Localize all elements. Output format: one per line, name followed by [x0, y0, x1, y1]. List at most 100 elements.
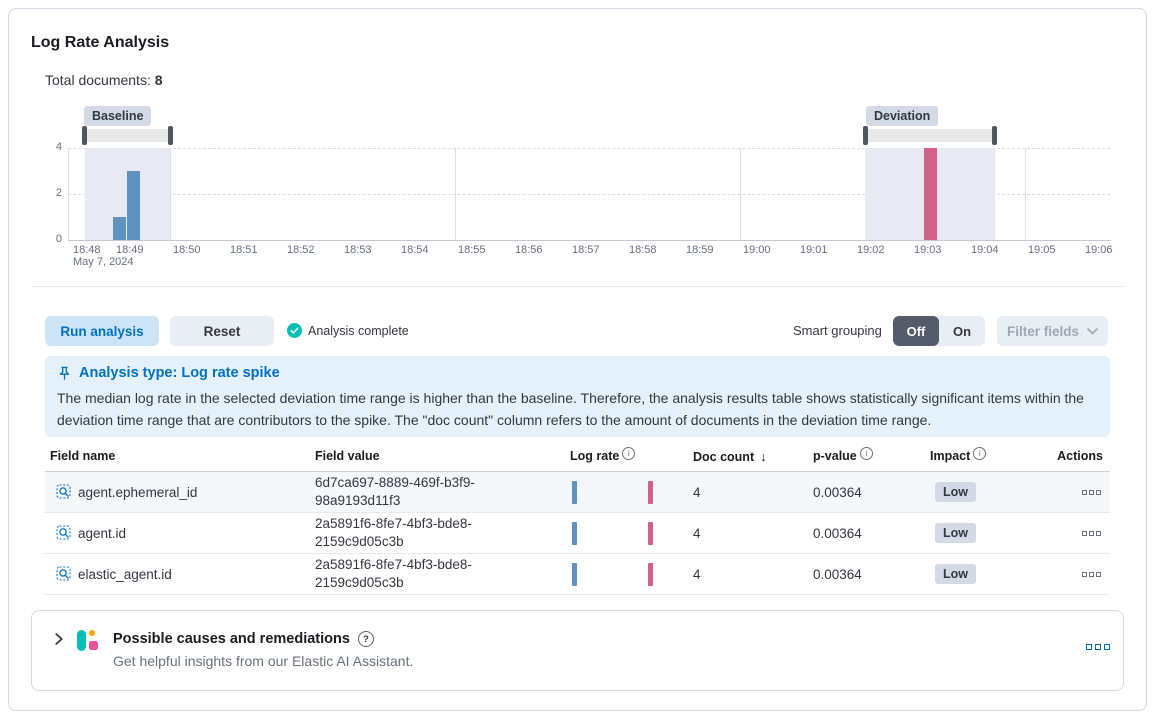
- deviation-brush-handle-right[interactable]: [992, 126, 998, 145]
- x-axis-tick: 19:02: [857, 244, 885, 256]
- gridline-x: [1025, 148, 1026, 240]
- deviation-badge: Deviation: [866, 106, 939, 126]
- x-axis-tick: 18:57: [572, 244, 600, 256]
- baseline-brush-handle-left[interactable]: [82, 126, 87, 145]
- smart-grouping-toggle: Off On: [893, 316, 985, 346]
- y-axis-tick: 4: [55, 141, 62, 153]
- search-field-icon[interactable]: [56, 566, 72, 582]
- info-icon[interactable]: i: [859, 447, 873, 460]
- gridline-x: [455, 148, 456, 240]
- doc-count-cell: 4: [693, 485, 701, 500]
- analysis-type-title: Analysis type: Log rate spike: [79, 365, 280, 381]
- boxes-horizontal-icon[interactable]: [1086, 644, 1110, 650]
- doc-count-cell: 4: [693, 526, 701, 541]
- x-axis-tick: 18:48: [73, 244, 101, 256]
- field-value-cell: 2a5891f6-8fe7-4bf3-bde8-2159c9d05c3b: [315, 516, 472, 549]
- total-documents-label: Total documents:: [45, 72, 151, 88]
- column-header-impact[interactable]: Impact i: [930, 447, 987, 464]
- smart-grouping-on-button[interactable]: On: [952, 323, 972, 339]
- smart-grouping-off-button[interactable]: Off: [893, 316, 939, 346]
- x-axis-tick: 18:59: [686, 244, 714, 256]
- x-axis-tick: 19:03: [914, 244, 942, 256]
- pin-icon: [57, 366, 72, 386]
- results-table-body: agent.ephemeral_id 6d7ca697-8889-469f-b3f…: [45, 472, 1110, 595]
- possible-causes-title: Possible causes and remediations ?: [113, 631, 374, 647]
- x-axis-tick: 19:01: [800, 244, 828, 256]
- filter-fields-button[interactable]: Filter fields: [997, 316, 1108, 346]
- baseline-bar: [127, 171, 140, 240]
- row-actions-button[interactable]: [1082, 490, 1101, 495]
- x-axis-tick: 18:53: [344, 244, 372, 256]
- gridline-y4: [68, 148, 1110, 149]
- ai-assistant-icon: [77, 630, 98, 651]
- field-value-cell: 2a5891f6-8fe7-4bf3-bde8-2159c9d05c3b: [315, 557, 472, 590]
- total-documents: Total documents: 8: [45, 72, 163, 88]
- reset-button[interactable]: Reset: [170, 316, 274, 346]
- filter-fields-label: Filter fields: [1006, 323, 1079, 339]
- field-value-cell: 6d7ca697-8889-469f-b3f9-98a9193d11f3: [315, 475, 475, 508]
- search-field-icon[interactable]: [56, 484, 72, 500]
- impact-badge: Low: [935, 564, 976, 584]
- x-axis-tick: 18:58: [629, 244, 657, 256]
- deviation-bar: [924, 148, 937, 240]
- run-analysis-button[interactable]: Run analysis: [45, 316, 159, 346]
- p-value-cell: 0.00364: [813, 526, 862, 541]
- x-axis-tick: 18:56: [515, 244, 543, 256]
- y-axis-tick: 0: [55, 233, 62, 245]
- question-in-circle-icon[interactable]: ?: [357, 631, 374, 647]
- log-rate-deviation-bar: [648, 563, 653, 586]
- deviation-brush-handle-left[interactable]: [862, 126, 868, 145]
- y-axis-tick: 2: [55, 187, 62, 199]
- column-header-field-name[interactable]: Field name: [50, 449, 116, 463]
- x-axis-tick: 18:54: [401, 244, 429, 256]
- doc-count-cell: 4: [693, 567, 701, 582]
- baseline-bar: [113, 217, 126, 240]
- log-rate-deviation-bar: [648, 481, 653, 504]
- gridline-y2: [68, 194, 1110, 195]
- field-name-cell: elastic_agent.id: [78, 567, 172, 582]
- analysis-type-callout: [45, 356, 1110, 437]
- log-rate-baseline-bar: [572, 563, 577, 586]
- search-field-icon[interactable]: [56, 525, 72, 541]
- x-axis-tick: 18:55: [458, 244, 486, 256]
- impact-badge: Low: [935, 482, 976, 502]
- field-name-cell: agent.ephemeral_id: [78, 485, 198, 500]
- baseline-badge: Baseline: [84, 106, 152, 126]
- info-icon[interactable]: i: [622, 447, 636, 460]
- table-row: elastic_agent.id 2a5891f6-8fe7-4bf3-bde8-…: [45, 554, 1110, 595]
- smart-grouping-label: Smart grouping: [793, 323, 882, 338]
- x-axis-tick: 19:04: [971, 244, 999, 256]
- deviation-brush-track[interactable]: [865, 129, 995, 142]
- column-header-doc-count[interactable]: Doc count ↓: [693, 449, 767, 464]
- x-axis-tick: 18:49: [116, 244, 144, 256]
- analysis-type-description: The median log rate in the selected devi…: [57, 390, 1084, 428]
- chevron-down-icon: [1087, 327, 1098, 335]
- chevron-right-icon[interactable]: [52, 632, 65, 651]
- row-actions-button[interactable]: [1082, 531, 1101, 536]
- p-value-cell: 0.00364: [813, 485, 862, 500]
- x-axis-tick: 19:05: [1028, 244, 1056, 256]
- sort-descending-icon: ↓: [760, 449, 767, 464]
- gridline-x: [740, 148, 741, 240]
- baseline-brush-track[interactable]: [84, 129, 170, 142]
- check-in-circle-icon: [287, 323, 302, 338]
- column-header-field-value[interactable]: Field value: [315, 449, 380, 463]
- row-actions-button[interactable]: [1082, 572, 1101, 577]
- x-axis-tick: 18:51: [230, 244, 258, 256]
- baseline-brush-handle-right[interactable]: [167, 126, 173, 145]
- info-icon[interactable]: i: [973, 447, 987, 460]
- x-axis-tick: 19:00: [743, 244, 771, 256]
- section-divider: [32, 286, 1124, 287]
- p-value-cell: 0.00364: [813, 567, 862, 582]
- column-header-log-rate[interactable]: Log rate i: [570, 447, 636, 464]
- table-row: agent.ephemeral_id 6d7ca697-8889-469f-b3f…: [45, 472, 1110, 513]
- x-axis-date-label: May 7, 2024: [73, 256, 134, 268]
- table-row: agent.id 2a5891f6-8fe7-4bf3-bde8-2159c9d0…: [45, 513, 1110, 554]
- results-table-header: Field name Field value Log rate i Doc cou…: [45, 447, 1110, 472]
- page-title: Log Rate Analysis: [31, 34, 170, 51]
- column-header-p-value[interactable]: p-value i: [813, 447, 873, 464]
- x-axis-tick: 19:06: [1085, 244, 1113, 256]
- log-rate-baseline-bar: [572, 481, 577, 504]
- log-rate-baseline-bar: [572, 522, 577, 545]
